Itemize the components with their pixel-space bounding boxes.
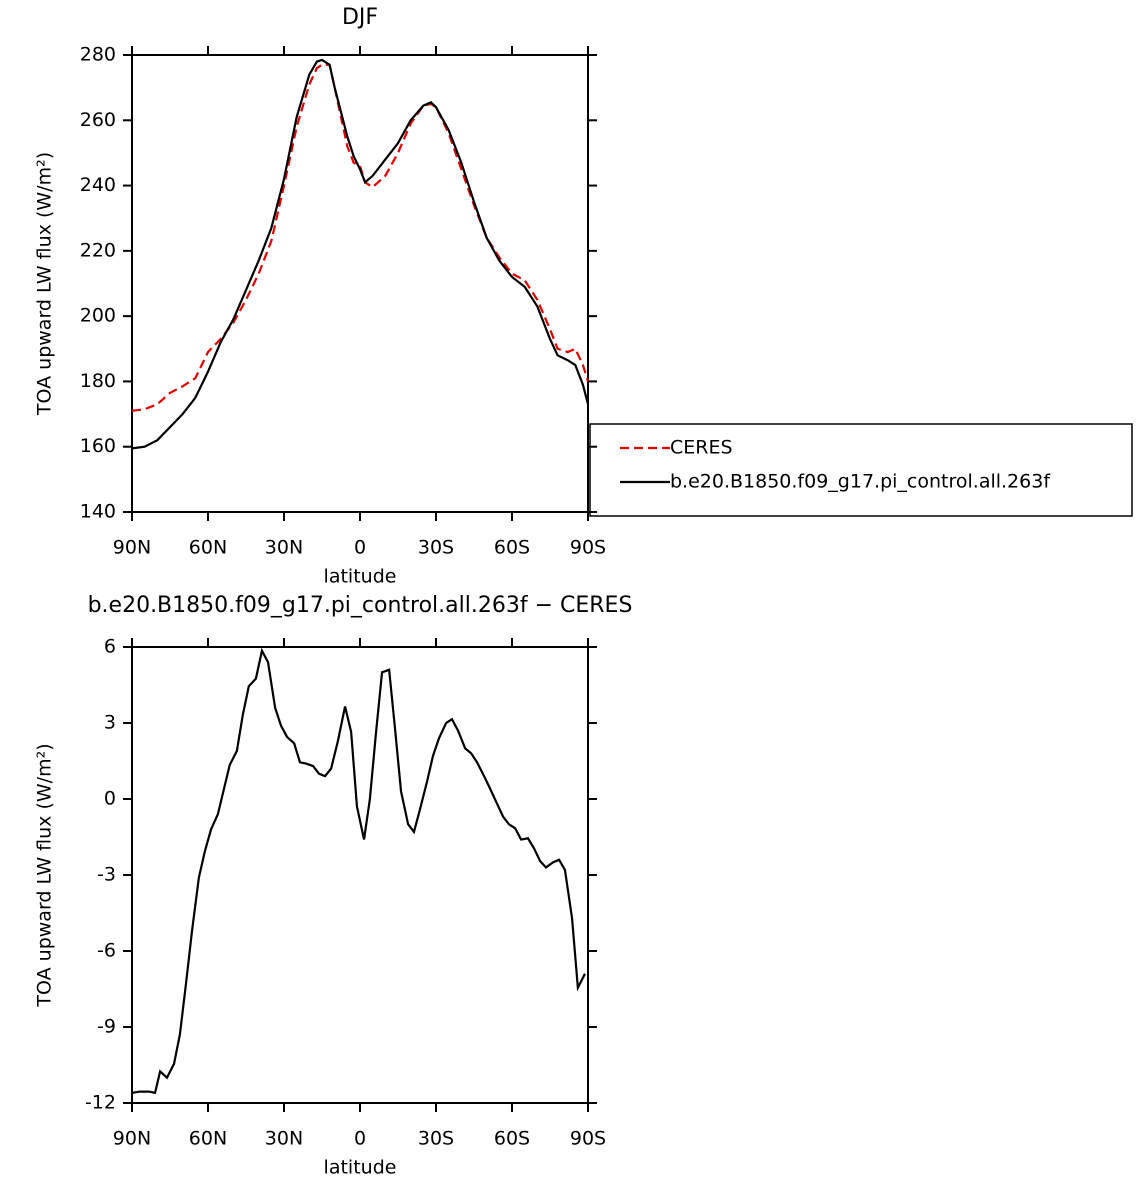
- x-tick-label: 0: [354, 1128, 366, 1150]
- x-tick-label: 30N: [265, 1128, 303, 1150]
- x-tick-label: 60S: [494, 537, 530, 559]
- x-tick-label: 30N: [265, 537, 303, 559]
- chart-title: DJF: [342, 5, 378, 30]
- y-tick-label: 6: [104, 636, 116, 658]
- y-tick-label: -3: [97, 864, 116, 886]
- y-tick-label: 3: [104, 712, 116, 734]
- y-tick-label: 160: [80, 435, 116, 457]
- x-tick-label: 30S: [418, 537, 454, 559]
- x-tick-label: 60N: [189, 537, 227, 559]
- x-axis-label: latitude: [324, 1157, 397, 1179]
- x-axis-label: latitude: [324, 566, 397, 588]
- y-tick-label: 180: [80, 370, 116, 392]
- x-tick-label: 0: [354, 537, 366, 559]
- y-tick-label: 260: [80, 109, 116, 131]
- y-tick-label: 240: [80, 174, 116, 196]
- y-tick-label: -6: [97, 940, 116, 962]
- series-line: [131, 647, 586, 1095]
- x-tick-label: 90N: [113, 1128, 151, 1150]
- y-axis-label: TOA upward LW flux (W/m²): [34, 152, 56, 416]
- series-line: [131, 63, 590, 412]
- y-tick-label: -9: [97, 1016, 116, 1038]
- x-tick-label: 60S: [494, 1128, 530, 1150]
- series-line: [131, 58, 590, 450]
- y-tick-label: 280: [80, 44, 116, 66]
- y-tick-label: -12: [85, 1092, 116, 1114]
- legend-frame: [589, 423, 1133, 517]
- y-axis-label: TOA upward LW flux (W/m²): [34, 743, 56, 1007]
- x-tick-label: 30S: [418, 1128, 454, 1150]
- x-tick-label: 60N: [189, 1128, 227, 1150]
- chart-title: b.e20.B1850.f09_g17.pi_control.all.263f …: [88, 593, 633, 618]
- x-tick-label: 90N: [113, 537, 151, 559]
- y-tick-label: 140: [80, 501, 116, 523]
- x-tick-label: 90S: [570, 537, 606, 559]
- y-tick-label: 0: [104, 788, 116, 810]
- x-tick-label: 90S: [570, 1128, 606, 1150]
- legend-label: b.e20.B1850.f09_g17.pi_control.all.263f: [670, 471, 1051, 493]
- y-tick-label: 220: [80, 239, 116, 261]
- legend-label: CERES: [670, 437, 733, 459]
- y-tick-label: 200: [80, 305, 116, 327]
